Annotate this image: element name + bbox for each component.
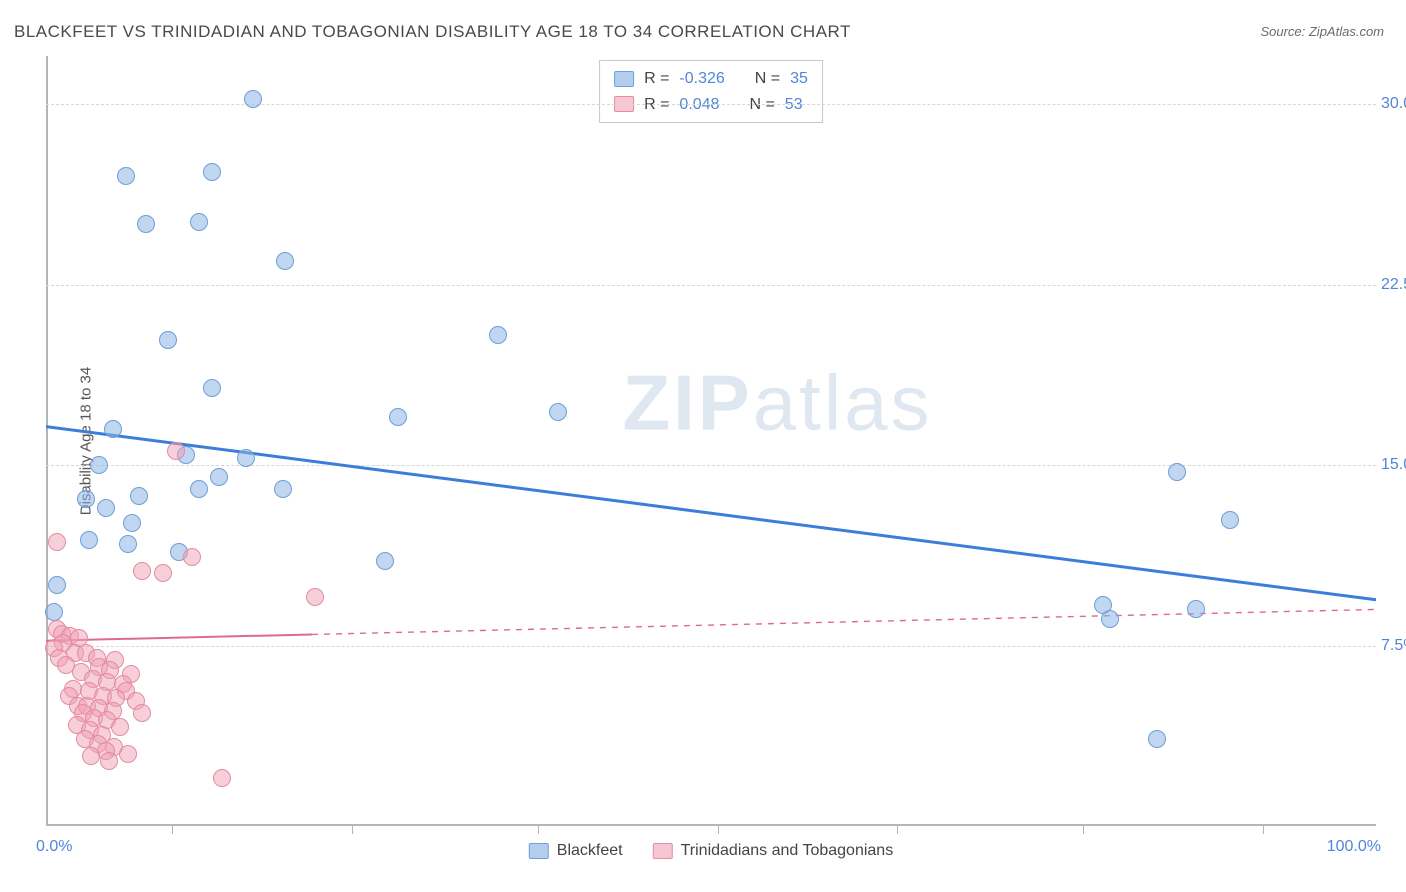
- point-trinidadian: [48, 533, 66, 551]
- point-blackfeet: [48, 576, 66, 594]
- source-attribution: Source: ZipAtlas.com: [1260, 24, 1384, 39]
- point-blackfeet: [77, 490, 95, 508]
- legend-item-trinidadian: Trinidadians and Tobagonians: [653, 842, 894, 860]
- point-trinidadian: [111, 718, 129, 736]
- y-axis: [46, 56, 48, 826]
- point-trinidadian: [82, 747, 100, 765]
- point-blackfeet: [159, 331, 177, 349]
- point-trinidadian: [167, 442, 185, 460]
- x-tick: [718, 826, 719, 834]
- point-blackfeet: [104, 420, 122, 438]
- r-label: R =: [644, 66, 669, 92]
- point-blackfeet: [203, 163, 221, 181]
- point-blackfeet: [190, 213, 208, 231]
- point-blackfeet: [97, 499, 115, 517]
- point-trinidadian: [119, 745, 137, 763]
- swatch-blackfeet-icon: [529, 843, 549, 859]
- x-axis-min-label: 0.0%: [36, 838, 72, 856]
- r-value-blackfeet: -0.326: [679, 66, 724, 92]
- legend-label-blackfeet: Blackfeet: [557, 842, 623, 860]
- point-blackfeet: [1187, 600, 1205, 618]
- swatch-blackfeet: [614, 71, 634, 87]
- legend-stats: R = -0.326 N = 35 R = 0.048 N = 53: [599, 60, 823, 123]
- point-trinidadian: [183, 548, 201, 566]
- point-trinidadian: [154, 564, 172, 582]
- point-trinidadian: [306, 588, 324, 606]
- x-tick: [1263, 826, 1264, 834]
- chart-area: Disability Age 18 to 34 0.0% 100.0% ZIPa…: [46, 56, 1376, 826]
- legend-item-blackfeet: Blackfeet: [529, 842, 623, 860]
- point-blackfeet: [376, 552, 394, 570]
- point-blackfeet: [237, 449, 255, 467]
- point-blackfeet: [276, 252, 294, 270]
- y-tick-label: 7.5%: [1381, 637, 1406, 655]
- x-axis-max-label: 100.0%: [1327, 838, 1381, 856]
- point-blackfeet: [190, 480, 208, 498]
- watermark: ZIPatlas: [622, 357, 932, 448]
- y-tick-label: 30.0%: [1381, 95, 1406, 113]
- x-tick: [1083, 826, 1084, 834]
- point-blackfeet: [389, 408, 407, 426]
- point-blackfeet: [80, 531, 98, 549]
- x-axis: [46, 824, 1376, 826]
- point-blackfeet: [90, 456, 108, 474]
- y-tick-label: 15.0%: [1381, 456, 1406, 474]
- point-blackfeet: [137, 215, 155, 233]
- point-blackfeet: [1101, 610, 1119, 628]
- n-value-blackfeet: 35: [790, 66, 808, 92]
- point-blackfeet: [1168, 463, 1186, 481]
- y-tick-label: 22.5%: [1381, 276, 1406, 294]
- x-tick: [172, 826, 173, 834]
- gridline: [46, 646, 1376, 647]
- plot-surface: Disability Age 18 to 34 0.0% 100.0% ZIPa…: [46, 56, 1376, 826]
- point-blackfeet: [123, 514, 141, 532]
- gridline: [46, 285, 1376, 286]
- point-blackfeet: [45, 603, 63, 621]
- point-blackfeet: [489, 326, 507, 344]
- x-tick: [538, 826, 539, 834]
- point-blackfeet: [203, 379, 221, 397]
- legend-label-trinidadian: Trinidadians and Tobagonians: [681, 842, 894, 860]
- n-label: N =: [755, 66, 780, 92]
- legend-series: Blackfeet Trinidadians and Tobagonians: [529, 842, 893, 860]
- trend-lines: [46, 56, 1376, 826]
- point-blackfeet: [274, 480, 292, 498]
- point-blackfeet: [244, 90, 262, 108]
- point-blackfeet: [1221, 511, 1239, 529]
- point-blackfeet: [210, 468, 228, 486]
- legend-stats-row-blackfeet: R = -0.326 N = 35: [614, 66, 808, 92]
- swatch-trinidadian-icon: [653, 843, 673, 859]
- point-blackfeet: [1148, 730, 1166, 748]
- x-tick: [897, 826, 898, 834]
- point-blackfeet: [549, 403, 567, 421]
- x-tick: [352, 826, 353, 834]
- point-trinidadian: [100, 752, 118, 770]
- point-blackfeet: [119, 535, 137, 553]
- chart-title: BLACKFEET VS TRINIDADIAN AND TOBAGONIAN …: [14, 22, 851, 42]
- point-blackfeet: [117, 167, 135, 185]
- point-trinidadian: [133, 562, 151, 580]
- point-blackfeet: [130, 487, 148, 505]
- point-trinidadian: [213, 769, 231, 787]
- point-trinidadian: [133, 704, 151, 722]
